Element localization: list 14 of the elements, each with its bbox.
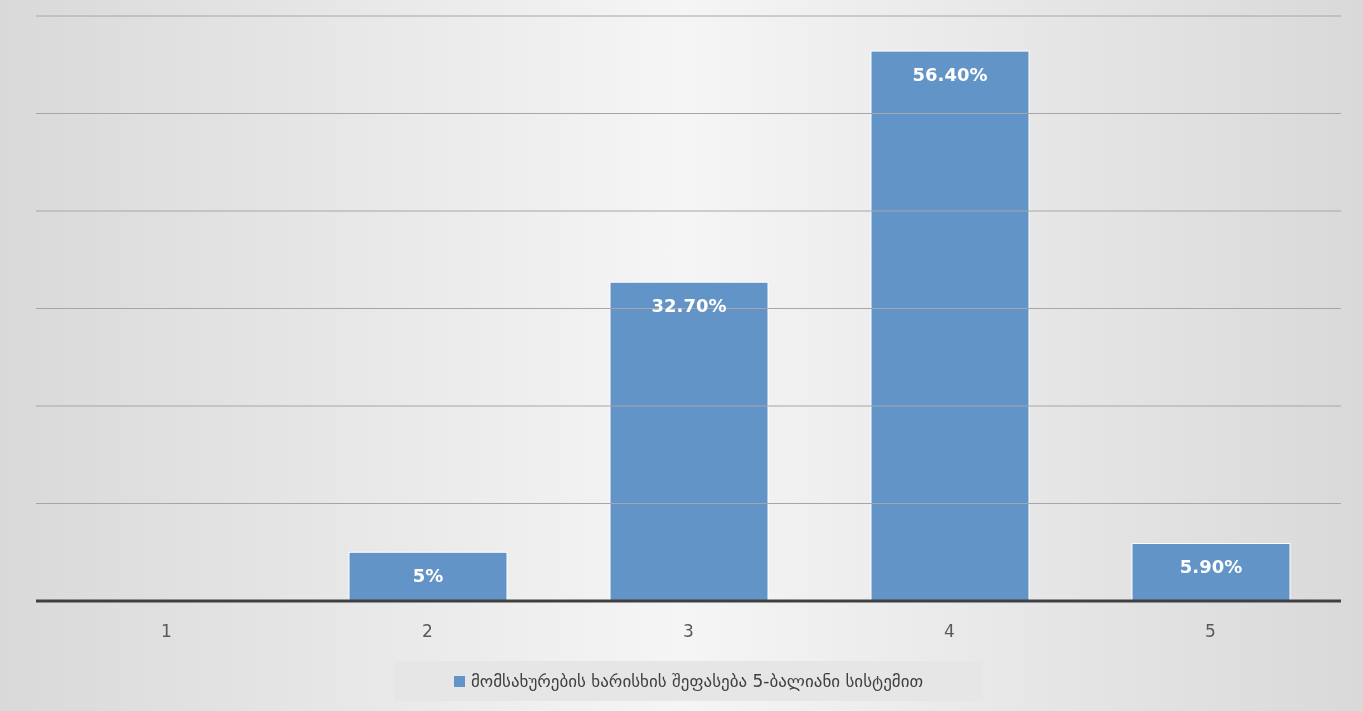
x-tick-label: 1 — [161, 621, 172, 642]
bar — [348, 551, 508, 601]
data-label: 32.70% — [651, 295, 727, 317]
data-label: 5.90% — [1179, 556, 1243, 578]
x-tick-label: 5 — [1205, 621, 1216, 642]
x-tick-label: 3 — [683, 621, 694, 642]
data-label: 56.40% — [912, 64, 988, 86]
bar — [1131, 542, 1291, 601]
bar — [609, 281, 769, 601]
bar — [870, 50, 1030, 601]
text: მომსახურების ხარისხის შეფასება 5-ბალიანი სისტემით — [470, 671, 924, 691]
x-tick-label: 4 — [944, 621, 955, 642]
data-label: 5% — [412, 565, 444, 587]
x-tick-label: 2 — [422, 621, 433, 642]
